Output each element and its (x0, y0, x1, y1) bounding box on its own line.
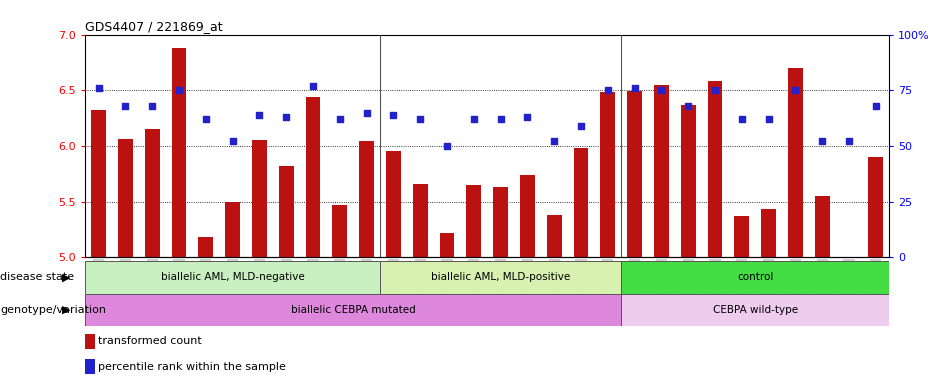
Bar (412, 184, 428, 257)
Bar (762, 209, 776, 257)
Text: biallelic CEBPA mutated: biallelic CEBPA mutated (290, 305, 415, 315)
Bar (493, 187, 508, 257)
Point (439, 143, 454, 149)
Point (680, 103, 695, 109)
Point (225, 138, 240, 144)
Point (734, 116, 749, 122)
Bar (788, 68, 803, 257)
Bar (681, 105, 695, 257)
Text: ▶: ▶ (62, 272, 71, 283)
Text: ▶: ▶ (62, 305, 71, 315)
Point (332, 116, 347, 122)
Bar (171, 48, 186, 257)
Text: GDS4407 / 221869_at: GDS4407 / 221869_at (85, 20, 222, 33)
Bar (118, 139, 132, 257)
Text: biallelic AML, MLD-positive: biallelic AML, MLD-positive (431, 272, 570, 283)
Bar (225, 202, 240, 257)
Text: transformed count: transformed count (98, 336, 201, 346)
Bar (734, 216, 749, 257)
Bar (622, 294, 889, 326)
Point (412, 116, 428, 122)
Point (547, 138, 562, 144)
Bar (252, 141, 267, 257)
Point (91, 85, 106, 91)
Text: percentile rank within the sample: percentile rank within the sample (98, 362, 286, 372)
Text: genotype/variation: genotype/variation (0, 305, 106, 315)
Point (117, 103, 132, 109)
Bar (199, 237, 213, 257)
Bar (332, 205, 347, 257)
Bar (85, 294, 622, 326)
Point (573, 123, 588, 129)
Bar (627, 91, 642, 257)
Point (466, 116, 482, 122)
Point (359, 109, 375, 116)
Bar (85, 359, 95, 374)
Point (708, 87, 723, 93)
Point (841, 138, 856, 144)
Text: control: control (737, 272, 774, 283)
Bar (520, 175, 534, 257)
Bar (279, 166, 293, 257)
Bar (85, 261, 380, 294)
Bar (466, 185, 482, 257)
Bar (573, 148, 588, 257)
Point (493, 116, 508, 122)
Point (252, 112, 267, 118)
Bar (708, 81, 723, 257)
Bar (622, 261, 889, 294)
Bar (547, 215, 562, 257)
Point (815, 138, 830, 144)
Point (761, 116, 776, 122)
Bar (654, 85, 669, 257)
Point (788, 87, 803, 93)
Bar (868, 157, 884, 257)
Bar (91, 110, 106, 257)
Bar (440, 233, 454, 257)
Bar (601, 93, 615, 257)
Point (386, 112, 401, 118)
Bar (386, 152, 401, 257)
Point (171, 87, 186, 93)
Point (868, 103, 884, 109)
Bar (815, 196, 830, 257)
Bar (380, 261, 622, 294)
Point (519, 114, 534, 120)
Point (198, 116, 213, 122)
Bar (359, 141, 374, 257)
Point (145, 103, 160, 109)
Point (306, 83, 321, 89)
Point (654, 87, 669, 93)
Bar (145, 129, 160, 257)
Bar (85, 334, 95, 349)
Bar (306, 97, 321, 257)
Point (600, 87, 615, 93)
Text: disease state: disease state (0, 272, 74, 283)
Point (278, 114, 293, 120)
Text: biallelic AML, MLD-negative: biallelic AML, MLD-negative (161, 272, 305, 283)
Point (627, 85, 642, 91)
Text: CEBPA wild-type: CEBPA wild-type (712, 305, 797, 315)
